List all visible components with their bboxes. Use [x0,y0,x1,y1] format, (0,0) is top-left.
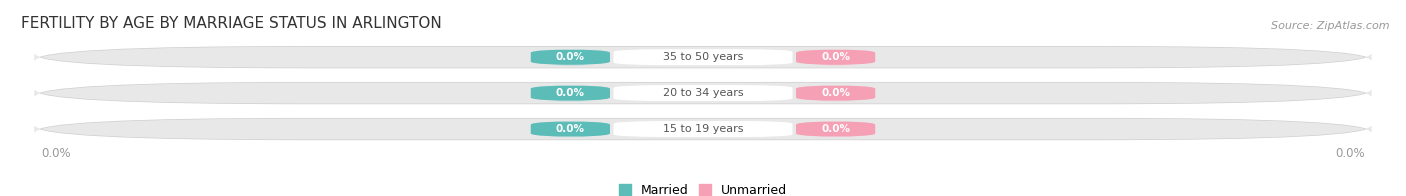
FancyBboxPatch shape [35,47,1371,68]
Text: FERTILITY BY AGE BY MARRIAGE STATUS IN ARLINGTON: FERTILITY BY AGE BY MARRIAGE STATUS IN A… [21,15,441,31]
FancyBboxPatch shape [35,118,1371,140]
Text: 0.0%: 0.0% [821,52,851,62]
FancyBboxPatch shape [35,82,1371,104]
FancyBboxPatch shape [613,85,793,101]
FancyBboxPatch shape [796,85,875,101]
Text: 35 to 50 years: 35 to 50 years [662,52,744,62]
Text: 0.0%: 0.0% [821,88,851,98]
Text: 20 to 34 years: 20 to 34 years [662,88,744,98]
FancyBboxPatch shape [35,83,1371,103]
Text: 0.0%: 0.0% [821,124,851,134]
Legend: Married, Unmarried: Married, Unmarried [619,184,787,196]
Text: 0.0%: 0.0% [555,124,585,134]
Text: 15 to 19 years: 15 to 19 years [662,124,744,134]
Text: 0.0%: 0.0% [555,52,585,62]
FancyBboxPatch shape [613,121,793,137]
Text: 0.0%: 0.0% [42,147,72,160]
FancyBboxPatch shape [35,119,1371,140]
Text: 0.0%: 0.0% [555,88,585,98]
FancyBboxPatch shape [796,121,875,137]
FancyBboxPatch shape [613,49,793,65]
FancyBboxPatch shape [35,46,1371,68]
FancyBboxPatch shape [796,49,875,65]
Text: Source: ZipAtlas.com: Source: ZipAtlas.com [1271,21,1389,31]
FancyBboxPatch shape [531,49,610,65]
FancyBboxPatch shape [531,121,610,137]
Text: 0.0%: 0.0% [1334,147,1364,160]
FancyBboxPatch shape [531,85,610,101]
